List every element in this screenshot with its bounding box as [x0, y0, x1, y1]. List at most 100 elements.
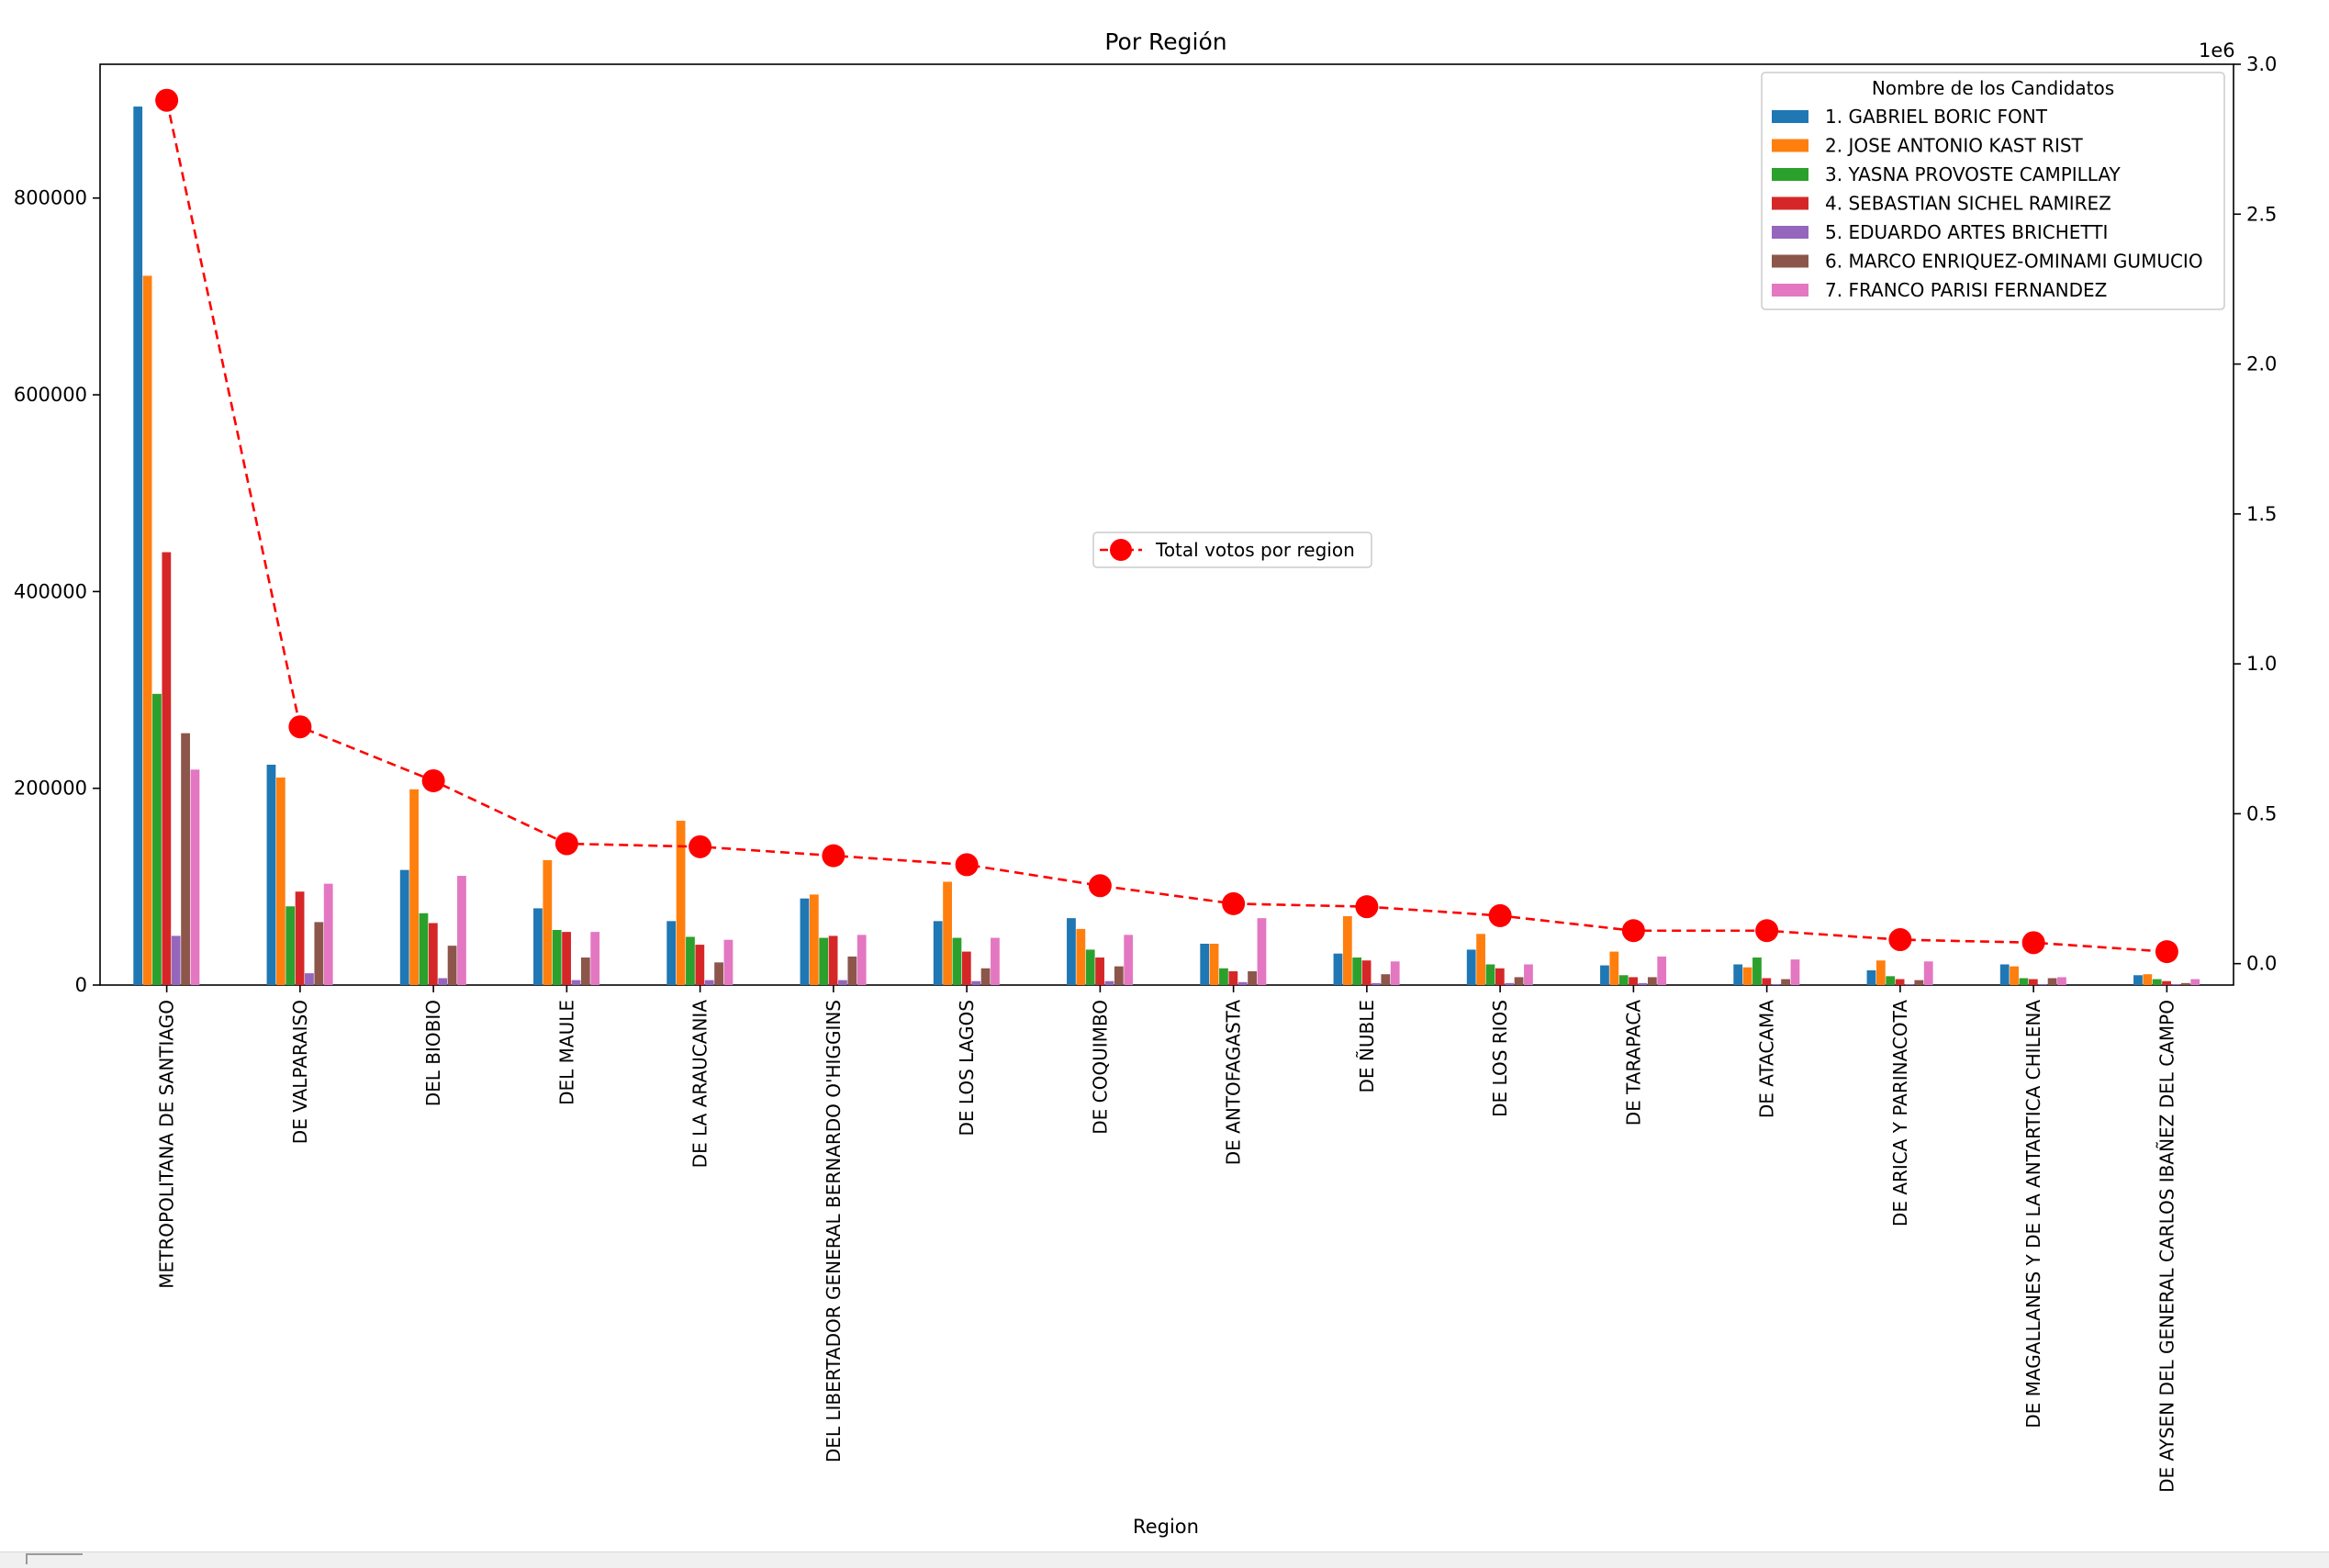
- bar-5-0: [171, 935, 181, 985]
- bar-1-11: [1600, 965, 1609, 985]
- bar-1-0: [133, 106, 143, 985]
- legend-label-7: 7. FRANCO PARISI FERNANDEZ: [1825, 279, 2107, 301]
- bar-1-5: [800, 898, 810, 985]
- total-votes-line: [165, 99, 2167, 953]
- legend-label-6: 6. MARCO ENRIQUEZ-OMINAMI GUMUCIO: [1825, 251, 2203, 273]
- legend-label-4: 4. SEBASTIAN SICHEL RAMIREZ: [1825, 193, 2111, 215]
- legend-title: Nombre de los Candidatos: [1872, 77, 2114, 99]
- bar-3-0: [152, 693, 162, 985]
- bar-6-3: [580, 958, 590, 985]
- bar-3-4: [686, 936, 695, 985]
- resize-handle[interactable]: [26, 1553, 83, 1564]
- bar-6-2: [447, 946, 457, 985]
- x-tick-label: DE ANTOFAGASTA: [1223, 1000, 1245, 1166]
- x-tick-label: DE ÑUBLE: [1356, 1000, 1378, 1093]
- legend-label-2: 2. JOSE ANTONIO KAST RIST: [1825, 135, 2084, 157]
- bar-1-3: [533, 908, 543, 985]
- bar-5-14: [2038, 983, 2048, 985]
- bar-6-1: [314, 922, 324, 985]
- window-status-strip: [0, 1551, 2329, 1568]
- right-axis-multiplier: 1e6: [2199, 39, 2235, 62]
- bar-1-1: [266, 764, 276, 985]
- x-tick-label: DEL BIOBIO: [422, 1000, 444, 1106]
- bar-7-0: [190, 769, 200, 985]
- x-axis: METROPOLITANA DE SANTIAGO DE VALPARAISO DE…: [156, 985, 2178, 1493]
- chart-title: Por Región: [1104, 28, 1226, 55]
- left-tick-label: 800000: [14, 187, 87, 209]
- x-tick-label: DEL MAULE: [555, 1000, 577, 1105]
- total-votes-point: [554, 832, 578, 856]
- bar-6-12: [1781, 979, 1790, 985]
- bar-1-12: [1733, 964, 1743, 985]
- bar-5-13: [1905, 983, 1914, 985]
- bar-6-15: [2180, 982, 2190, 985]
- bar-4-1: [295, 891, 305, 985]
- bar-3-11: [1618, 975, 1629, 985]
- total-votes-point: [155, 88, 179, 112]
- bar-7-1: [323, 883, 333, 985]
- x-tick-label: METROPOLITANA DE SANTIAGO: [156, 1000, 178, 1289]
- bar-7-3: [590, 932, 600, 985]
- right-tick-label: 1.0: [2246, 653, 2277, 675]
- bar-2-12: [1742, 967, 1752, 985]
- plot-area: [99, 63, 2234, 986]
- bar-1-14: [1999, 964, 2010, 985]
- total-votes-point: [1621, 919, 1645, 943]
- bar-7-11: [1657, 956, 1667, 985]
- bar-5-15: [2171, 983, 2181, 985]
- bar-4-3: [562, 932, 571, 985]
- bar-5-6: [971, 980, 981, 985]
- bar-6-11: [1647, 977, 1657, 985]
- legend-label-3: 3. YASNA PROVOSTE CAMPILLAY: [1825, 163, 2122, 185]
- x-tick-label: DE ARICA Y PARINACOTA: [1889, 1000, 1911, 1226]
- bar-7-13: [1923, 961, 1933, 985]
- bar-3-15: [2152, 979, 2162, 985]
- bar-4-4: [695, 945, 705, 985]
- bar-1-13: [1866, 969, 1876, 985]
- bars-layer: [133, 106, 2200, 986]
- left-tick-label: 600000: [14, 384, 87, 406]
- bar-7-7: [1124, 935, 1134, 985]
- bar-6-13: [1914, 980, 1924, 985]
- bar-7-8: [1257, 918, 1267, 985]
- bar-4-15: [2162, 980, 2171, 985]
- bar-3-1: [286, 906, 296, 985]
- bar-7-12: [1790, 959, 1800, 985]
- x-tick-label: DE ATACAMA: [1756, 1000, 1778, 1118]
- bar-1-4: [666, 921, 677, 985]
- bar-5-8: [1237, 981, 1248, 985]
- total-votes-point: [421, 768, 445, 792]
- legend-swatch-2: [1772, 139, 1808, 152]
- total-votes-point: [822, 844, 845, 868]
- legend-swatch-1: [1772, 110, 1808, 123]
- total-votes-point: [1355, 895, 1379, 919]
- bar-7-5: [857, 935, 867, 985]
- bar-5-4: [704, 980, 714, 985]
- bar-2-4: [676, 821, 686, 985]
- bar-5-5: [838, 980, 847, 985]
- bar-2-10: [1476, 934, 1485, 985]
- legend-swatch-3: [1772, 168, 1808, 181]
- bar-7-15: [2190, 979, 2200, 985]
- total-line-layer: [155, 88, 2178, 964]
- bar-2-3: [543, 859, 553, 985]
- bar-3-2: [419, 913, 429, 985]
- left-tick-label: 400000: [14, 580, 87, 602]
- bar-5-12: [1771, 983, 1781, 985]
- bar-2-1: [275, 777, 286, 985]
- x-tick-label: DE TARAPACA: [1622, 1000, 1644, 1126]
- bar-7-10: [1524, 964, 1533, 985]
- bar-3-9: [1352, 958, 1362, 985]
- bar-5-3: [571, 980, 581, 985]
- legend-label-1: 1. GABRIEL BORIC FONT: [1825, 106, 2048, 128]
- right-tick-label: 3.0: [2246, 53, 2277, 75]
- bar-5-2: [438, 978, 448, 985]
- bar-2-2: [409, 789, 419, 985]
- bar-2-0: [142, 275, 152, 985]
- bar-2-13: [1876, 960, 1886, 985]
- x-tick-label: DE MAGALLANES Y DE LA ANTARTICA CHILENA: [2022, 1000, 2044, 1428]
- bar-2-8: [1209, 943, 1219, 985]
- bar-6-10: [1514, 977, 1524, 985]
- bar-4-2: [428, 923, 438, 985]
